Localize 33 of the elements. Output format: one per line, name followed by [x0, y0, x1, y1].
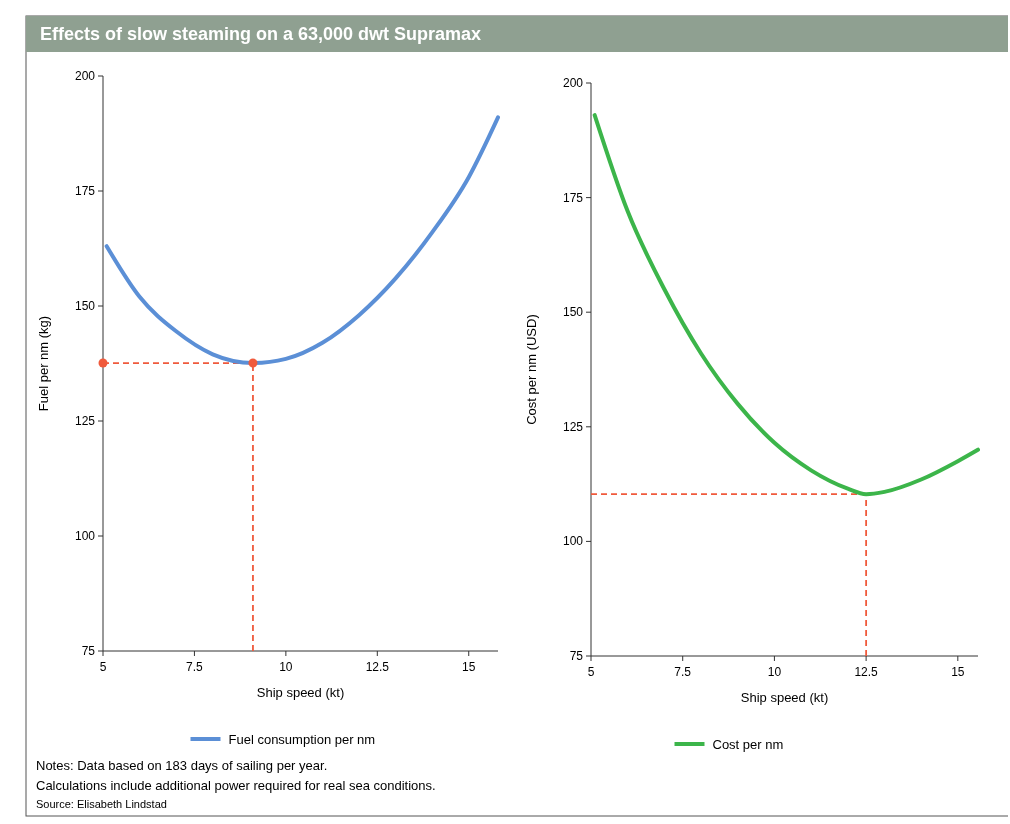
x-tick-label: 10: [767, 665, 782, 679]
y-axis-title: Cost per nm (USD): [524, 314, 539, 425]
x-tick-label: 7.5: [674, 665, 692, 679]
y-tick-label: 100: [562, 534, 584, 549]
chart-title: Effects of slow steaming on a 63,000 dwt Supramax: [40, 24, 482, 44]
x-tick-label: 5: [99, 660, 107, 674]
x-tick-label: 10: [279, 660, 293, 674]
text: Calculations include additional power required for real sea conditions.: [36, 778, 436, 793]
y-tick-label: 100: [74, 529, 96, 543]
y-tick-label: 125: [74, 414, 96, 428]
text: Notes: Data based on 183 days of sailing per year.: [36, 758, 328, 773]
legend-label: Fuel consumption per nm: [228, 732, 376, 747]
y-tick-label: 200: [562, 76, 584, 90]
x-axis-title: Ship speed (kt): [256, 685, 345, 700]
y-tick-label: 150: [562, 305, 584, 320]
x-tick-label: 5: [587, 665, 595, 679]
y-tick-label: 150: [74, 299, 96, 313]
y-axis-title: Fuel per nm (kg): [36, 315, 51, 412]
line-series: [104, 115, 500, 366]
source-note: Source: Elisabeth Lindstad: [36, 798, 167, 810]
y-tick-label: 125: [562, 419, 584, 434]
y-tick-label: 175: [74, 184, 96, 198]
y-tick-label: 75: [569, 649, 584, 663]
x-tick-label: 12.5: [365, 660, 390, 674]
y-tick-label: 175: [562, 190, 584, 205]
x-tick-label: 15: [951, 665, 965, 679]
x-tick-label: 7.5: [186, 660, 204, 674]
x-tick-label: 15: [462, 660, 476, 674]
x-tick-label: 12.5: [854, 665, 879, 679]
legend-label: Cost per nm: [712, 737, 784, 752]
y-tick-label: 75: [81, 644, 96, 658]
y-tick-label: 200: [74, 69, 96, 83]
x-axis-title: Ship speed (kt): [740, 690, 829, 705]
